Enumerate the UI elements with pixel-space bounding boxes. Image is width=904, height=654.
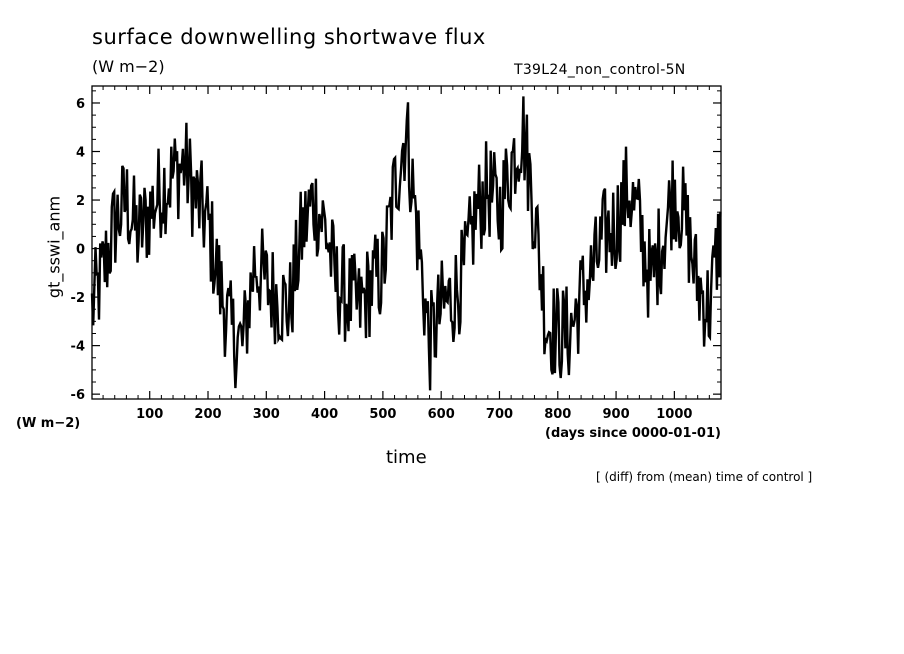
- x-tick-label: 800: [544, 407, 571, 422]
- y-tick-label: 2: [76, 194, 85, 209]
- x-tick-label: 1000: [656, 407, 692, 422]
- ticks-group: 100 200 300 400 500 600 700 800 900 1000 -6 -4 -2 0 2 4…: [71, 86, 721, 422]
- x-axis-units: (days since 0000-01-01): [545, 426, 721, 441]
- y-tick-label: -2: [71, 291, 85, 306]
- x-tick-label: 200: [194, 407, 221, 422]
- annotation-note: [ (diff) from (mean) time of control ]: [596, 470, 813, 484]
- x-tick-label: 300: [253, 407, 280, 422]
- series-line: [90, 96, 722, 391]
- y-tick-label: 6: [76, 97, 85, 112]
- y-axis-units: (W m−2): [16, 416, 81, 431]
- chart-title: surface downwelling shortwave flux: [92, 25, 486, 49]
- x-tick-label: 100: [136, 407, 163, 422]
- y-tick-label: -6: [71, 388, 85, 403]
- run-label: T39L24_non_control-5N: [514, 62, 686, 78]
- x-tick-label: 600: [428, 407, 455, 422]
- units-label: (W m−2): [92, 57, 165, 76]
- x-axis-label: time: [386, 447, 427, 468]
- x-tick-label: 700: [486, 407, 513, 422]
- x-tick-label: 900: [602, 407, 629, 422]
- y-tick-label: 0: [76, 243, 85, 258]
- y-tick-label: 4: [76, 146, 85, 161]
- x-tick-label: 400: [311, 407, 338, 422]
- x-tick-label: 500: [369, 407, 396, 422]
- y-tick-label: -4: [71, 340, 85, 355]
- series-group: [90, 96, 722, 391]
